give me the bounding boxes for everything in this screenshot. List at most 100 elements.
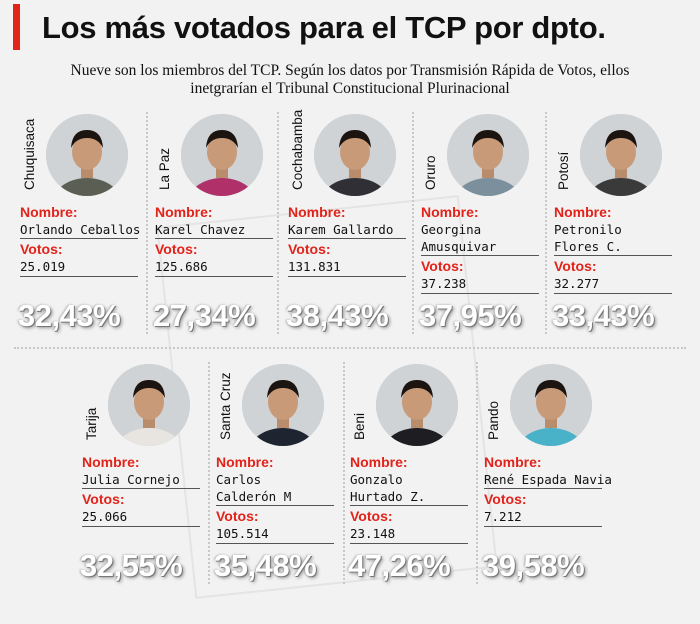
- department-label: Tarija: [84, 407, 99, 440]
- candidate-card: Oruro Nombre: Georgina Amusquivar Votos: 37.2…: [419, 112, 549, 342]
- candidate-name-line-1: Orlando Ceballos: [20, 222, 141, 237]
- candidate-photo: [181, 114, 263, 196]
- department-label: Cochabamba: [290, 109, 305, 190]
- candidate-name-line-2: Amusquivar: [421, 239, 497, 254]
- candidate-photo: [376, 364, 458, 446]
- portrait-image: [580, 114, 662, 196]
- column-separator: [476, 362, 478, 584]
- votes-value: 7.212: [484, 509, 522, 524]
- candidate-photo: [108, 364, 190, 446]
- department-label: Chuquisaca: [22, 118, 37, 190]
- page-title: Los más votados para el TCP por dpto.: [42, 10, 606, 45]
- votes-label: Votos:: [20, 241, 63, 257]
- title-accent-bar: [13, 4, 20, 50]
- candidate-photo: [447, 114, 529, 196]
- portrait-image: [447, 114, 529, 196]
- vote-percentage: 32,55%: [80, 548, 183, 583]
- name-underline: [421, 255, 539, 256]
- candidate-photo: [46, 114, 128, 196]
- name-underline: [82, 488, 200, 489]
- candidate-photo: [580, 114, 662, 196]
- votes-value: 105.514: [216, 526, 269, 541]
- column-separator: [277, 112, 279, 334]
- name-label: Nombre:: [155, 204, 213, 220]
- votes-underline: [82, 526, 200, 527]
- votes-label: Votos:: [350, 508, 393, 524]
- votes-value: 131.831: [288, 259, 341, 274]
- portrait-image: [181, 114, 263, 196]
- vote-percentage: 32,43%: [18, 298, 121, 333]
- candidate-name-line-1: Carlos: [216, 472, 262, 487]
- candidate-card: Cochabamba Nombre: Karem Gallardo Votos: 131…: [286, 109, 416, 342]
- name-label: Nombre:: [554, 204, 612, 220]
- votes-underline: [484, 526, 602, 527]
- portrait-image: [242, 364, 324, 446]
- name-label: Nombre:: [484, 454, 542, 470]
- candidate-name-line-1: René Espada Navia: [484, 472, 612, 487]
- name-label: Nombre:: [82, 454, 140, 470]
- votes-label: Votos:: [216, 508, 259, 524]
- candidate-card: Chuquisaca Nombre: Orlando Ceballos Votos: 2…: [18, 112, 148, 342]
- portrait-image: [108, 364, 190, 446]
- votes-underline: [350, 543, 468, 544]
- vote-percentage: 38,43%: [286, 298, 389, 333]
- vote-percentage: 47,26%: [348, 548, 451, 583]
- vote-percentage: 35,48%: [214, 548, 317, 583]
- candidate-card: Santa Cruz Nombre: Carlos Calderón M Votos: 1…: [214, 362, 344, 592]
- candidate-card: Pando Nombre: René Espada Navia Votos: 7.212…: [482, 362, 612, 592]
- candidate-name-line-1: Gonzalo: [350, 472, 403, 487]
- name-underline: [20, 238, 138, 239]
- votes-underline: [216, 543, 334, 544]
- column-separator: [343, 362, 345, 584]
- column-separator: [412, 112, 414, 334]
- votes-value: 25.066: [82, 509, 128, 524]
- name-underline: [288, 238, 406, 239]
- votes-underline: [288, 276, 406, 277]
- vote-percentage: 37,95%: [419, 298, 522, 333]
- candidate-name-line-2: Flores C.: [554, 239, 622, 254]
- name-label: Nombre:: [421, 204, 479, 220]
- candidate-photo: [510, 364, 592, 446]
- candidate-name-line-2: Calderón M: [216, 489, 292, 504]
- portrait-image: [314, 114, 396, 196]
- column-separator: [208, 362, 210, 584]
- votes-value: 23.148: [350, 526, 396, 541]
- votes-label: Votos:: [288, 241, 331, 257]
- votes-value: 37.238: [421, 276, 467, 291]
- votes-label: Votos:: [155, 241, 198, 257]
- candidate-card: Beni Nombre: Gonzalo Hurtado Z. Votos: 23.148…: [348, 362, 478, 592]
- department-label: Santa Cruz: [218, 372, 233, 440]
- name-underline: [216, 505, 334, 506]
- vote-percentage: 39,58%: [482, 548, 585, 583]
- votes-underline: [554, 293, 672, 294]
- name-underline: [484, 488, 602, 489]
- candidate-card: La Paz Nombre: Karel Chavez Votos: 125.686 27…: [153, 112, 283, 342]
- votes-underline: [155, 276, 273, 277]
- row-separator: [14, 347, 686, 349]
- candidate-name-line-1: Karem Gallardo: [288, 222, 394, 237]
- department-label: Beni: [352, 412, 367, 440]
- votes-value: 125.686: [155, 259, 208, 274]
- name-underline: [350, 505, 468, 506]
- department-label: Pando: [486, 400, 501, 440]
- portrait-image: [376, 364, 458, 446]
- department-label: Oruro: [423, 155, 438, 190]
- subtitle-line-2: inetgrarían el Tribunal Constitucional P…: [190, 80, 510, 97]
- portrait-image: [46, 114, 128, 196]
- candidate-name-line-1: Karel Chavez: [155, 222, 246, 237]
- candidate-name-line-1: Petronilo: [554, 222, 622, 237]
- subtitle-line-1: Nueve son los miembros del TCP. Según lo…: [70, 62, 630, 79]
- votes-underline: [20, 276, 138, 277]
- column-separator: [545, 112, 547, 334]
- name-underline: [554, 255, 672, 256]
- candidate-card: Potosí Nombre: Petronilo Flores C. Votos: 32.…: [552, 112, 682, 342]
- candidate-name-line-1: Georgina: [421, 222, 482, 237]
- votes-value: 25.019: [20, 259, 66, 274]
- votes-underline: [421, 293, 539, 294]
- candidate-name-line-2: Hurtado Z.: [350, 489, 426, 504]
- name-label: Nombre:: [288, 204, 346, 220]
- candidate-card: Tarija Nombre: Julia Cornejo Votos: 25.066 32…: [80, 362, 210, 592]
- name-underline: [155, 238, 273, 239]
- candidate-photo: [314, 114, 396, 196]
- candidate-photo: [242, 364, 324, 446]
